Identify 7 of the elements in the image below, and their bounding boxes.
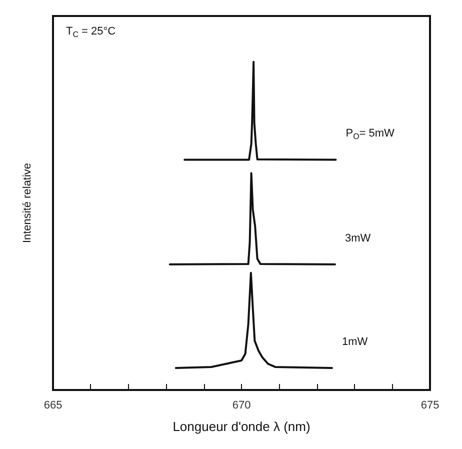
text: 3mW [344, 232, 372, 244]
x-axis-title: Longueur d'onde λ (nm) [172, 419, 310, 434]
x-tick-label: 670 [232, 400, 251, 412]
x-tick-label: 665 [44, 400, 62, 412]
x-tick-label: 675 [420, 400, 440, 412]
y-axis-title: Intensité relative [22, 162, 34, 244]
text: 1mW [342, 336, 368, 348]
